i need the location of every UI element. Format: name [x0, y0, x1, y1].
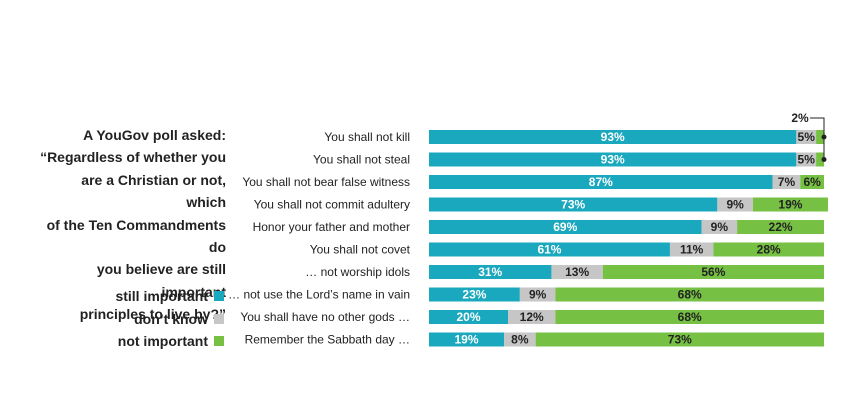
- poll-question-line: of the Ten Commandments do: [46, 216, 226, 256]
- data-label: 68%: [678, 310, 702, 324]
- data-label: 13%: [565, 265, 589, 279]
- data-label: 5%: [798, 130, 816, 144]
- data-label: 61%: [537, 243, 561, 257]
- bar-segment-not-important: [816, 152, 824, 167]
- bar-segment-don-t-know: [772, 175, 801, 189]
- bar-segment-not-important: [602, 265, 824, 279]
- bar-segment-don-t-know: [669, 242, 714, 257]
- legend-label: don’t know: [134, 311, 208, 327]
- data-label: 87%: [589, 175, 613, 189]
- bar-segment-not-important: [752, 197, 828, 212]
- legend-still-important: still important: [115, 288, 224, 304]
- category-label: You shall not commit adultery: [254, 198, 410, 212]
- bar-segment-not-important: [816, 130, 824, 144]
- data-label: 9%: [529, 288, 547, 302]
- legend-not-important: not important: [118, 333, 224, 349]
- bar-segment-don-t-know: [701, 220, 738, 234]
- bar-segment-still-important: [429, 287, 520, 302]
- bar-segment-still-important: [429, 130, 797, 144]
- data-label: 93%: [601, 130, 625, 144]
- data-label: 8%: [511, 333, 529, 347]
- data-label: 22%: [769, 220, 793, 234]
- category-label: You shall not kill: [324, 130, 410, 144]
- category-label: Remember the Sabbath day …: [245, 333, 410, 347]
- bar-segment-don-t-know: [551, 265, 603, 279]
- data-label: 28%: [757, 243, 781, 257]
- bar-segment-still-important: [429, 310, 508, 324]
- bar-segment-not-important: [737, 220, 824, 234]
- data-label: 19%: [778, 198, 802, 212]
- bar-segment-not-important: [713, 242, 824, 257]
- poll-question-line: A YouGov poll asked:: [83, 127, 226, 143]
- legend-dont-know: don’t know: [134, 311, 224, 327]
- callout-label: 2%: [791, 111, 809, 125]
- data-label: 23%: [462, 288, 486, 302]
- category-label: You shall not steal: [313, 153, 410, 167]
- callout-bracket: [810, 117, 825, 160]
- category-label: You shall not bear false witness: [242, 175, 410, 189]
- data-label: 73%: [561, 198, 585, 212]
- poll-question-line: “Regardless of whether you: [40, 149, 226, 166]
- legend-label: still important: [115, 288, 208, 304]
- poll-question-line: are a Christian or not, which: [81, 171, 226, 211]
- data-label: 5%: [798, 153, 816, 167]
- category-label: You shall not covet: [310, 243, 411, 257]
- data-label: 6%: [803, 175, 821, 189]
- callout-dot: [821, 134, 827, 140]
- bar-segment-don-t-know: [508, 310, 556, 324]
- bar-segment-still-important: [429, 332, 505, 347]
- legend-swatch: [214, 314, 224, 324]
- category-label: Honor your father and mother: [253, 220, 410, 234]
- poll-question-line: principles to live by?”: [79, 306, 226, 323]
- bar-segment-not-important: [555, 287, 824, 302]
- category-label: … not worship idols: [305, 265, 410, 279]
- callout-dot: [821, 157, 827, 162]
- category-label: … not use the Lord’s name in vain: [228, 288, 410, 302]
- data-label: 9%: [711, 220, 729, 234]
- data-label: 69%: [553, 220, 577, 234]
- data-label: 20%: [456, 310, 480, 324]
- category-label: You shall have no other gods …: [240, 310, 410, 324]
- legend-label: not important: [117, 333, 208, 349]
- bar-segment-still-important: [429, 220, 702, 234]
- bar-segment-don-t-know: [796, 130, 817, 144]
- bar-segment-don-t-know: [717, 197, 753, 212]
- bar-segment-not-important: [800, 175, 824, 189]
- bar-segment-not-important: [555, 310, 824, 324]
- bar-segment-still-important: [429, 152, 797, 167]
- data-label: 19%: [455, 333, 479, 347]
- data-label: 7%: [778, 175, 796, 189]
- data-label: 11%: [680, 243, 704, 257]
- bar-segment-still-important: [429, 265, 552, 279]
- data-label: 31%: [478, 265, 502, 279]
- bar-segment-don-t-know: [519, 287, 556, 302]
- data-label: 56%: [701, 265, 725, 279]
- bar-segment-don-t-know: [504, 332, 536, 347]
- data-label: 12%: [520, 310, 544, 324]
- poll-question-line: you believe are still important: [96, 261, 226, 300]
- bar-segment-still-important: [429, 175, 773, 189]
- data-label: 93%: [601, 153, 625, 167]
- poll-question: A YouGov poll asked: “Regardless of whet…: [40, 124, 226, 326]
- legend-swatch: [214, 336, 224, 346]
- legend-swatch: [214, 291, 224, 301]
- bar-segment-don-t-know: [796, 152, 817, 167]
- bar-segment-not-important: [535, 332, 824, 347]
- data-label: 9%: [726, 198, 744, 212]
- bar-segment-still-important: [429, 197, 718, 212]
- bar-segment-still-important: [429, 242, 670, 257]
- data-label: 68%: [678, 288, 702, 302]
- data-label: 73%: [668, 333, 692, 347]
